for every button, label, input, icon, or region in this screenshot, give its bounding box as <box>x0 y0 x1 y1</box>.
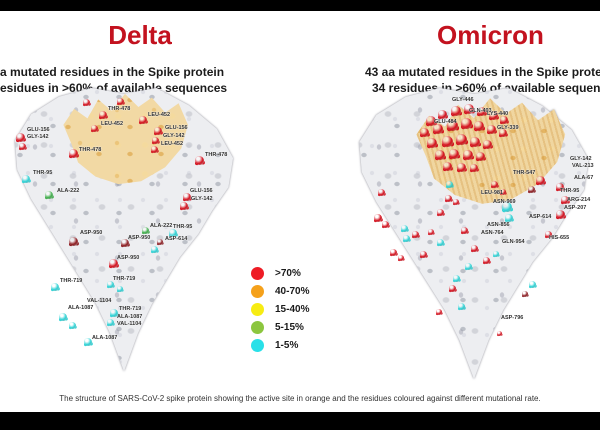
legend-label: 15-40% <box>275 303 310 315</box>
legend-color-dot <box>251 338 264 352</box>
legend-color-dot <box>251 320 264 334</box>
legend-label: 1-5% <box>275 339 299 351</box>
figure-caption: The structure of SARS-CoV-2 spike protei… <box>59 394 541 403</box>
legend-label: 5-15% <box>275 321 304 333</box>
legend-row: 1-5% <box>251 336 309 354</box>
delta-title: Delta <box>108 20 172 50</box>
omicron-title: Omicron <box>437 20 544 50</box>
delta-subtitle-line2: esidues in >60% of available sequences <box>0 81 228 95</box>
delta-subtitle-line1: a mutated residues in the Spike protein <box>0 65 225 79</box>
bottom-black-bar <box>0 412 600 430</box>
legend-row: 15-40% <box>251 300 309 318</box>
omicron-spike-structure <box>352 88 596 388</box>
omicron-subtitle-line1: 43 aa mutated residues in the Spike prot… <box>365 65 600 79</box>
legend-label: 40-70% <box>275 285 310 297</box>
legend-row: 40-70% <box>251 282 309 300</box>
legend-color-dot <box>251 266 264 280</box>
legend-color-dot <box>251 284 264 298</box>
legend-row: >70% <box>251 264 309 282</box>
delta-spike-structure <box>8 88 240 380</box>
legend-color-dot <box>251 302 264 316</box>
legend-label: >70% <box>275 267 301 279</box>
top-black-bar <box>0 0 600 11</box>
legend-row: 5-15% <box>251 318 309 336</box>
mutation-rate-legend: >70% 40-70% 15-40% 5-15% 1-5% <box>251 264 309 354</box>
